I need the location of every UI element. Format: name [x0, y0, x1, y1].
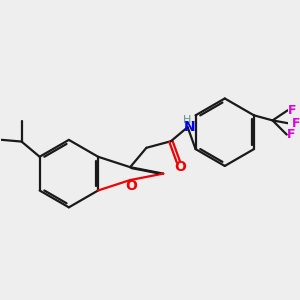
Text: O: O: [174, 160, 186, 174]
Text: F: F: [286, 128, 295, 141]
Text: F: F: [287, 104, 296, 117]
Text: H: H: [183, 115, 191, 125]
Text: O: O: [125, 179, 137, 193]
Text: N: N: [184, 120, 195, 134]
Text: F: F: [292, 117, 300, 130]
